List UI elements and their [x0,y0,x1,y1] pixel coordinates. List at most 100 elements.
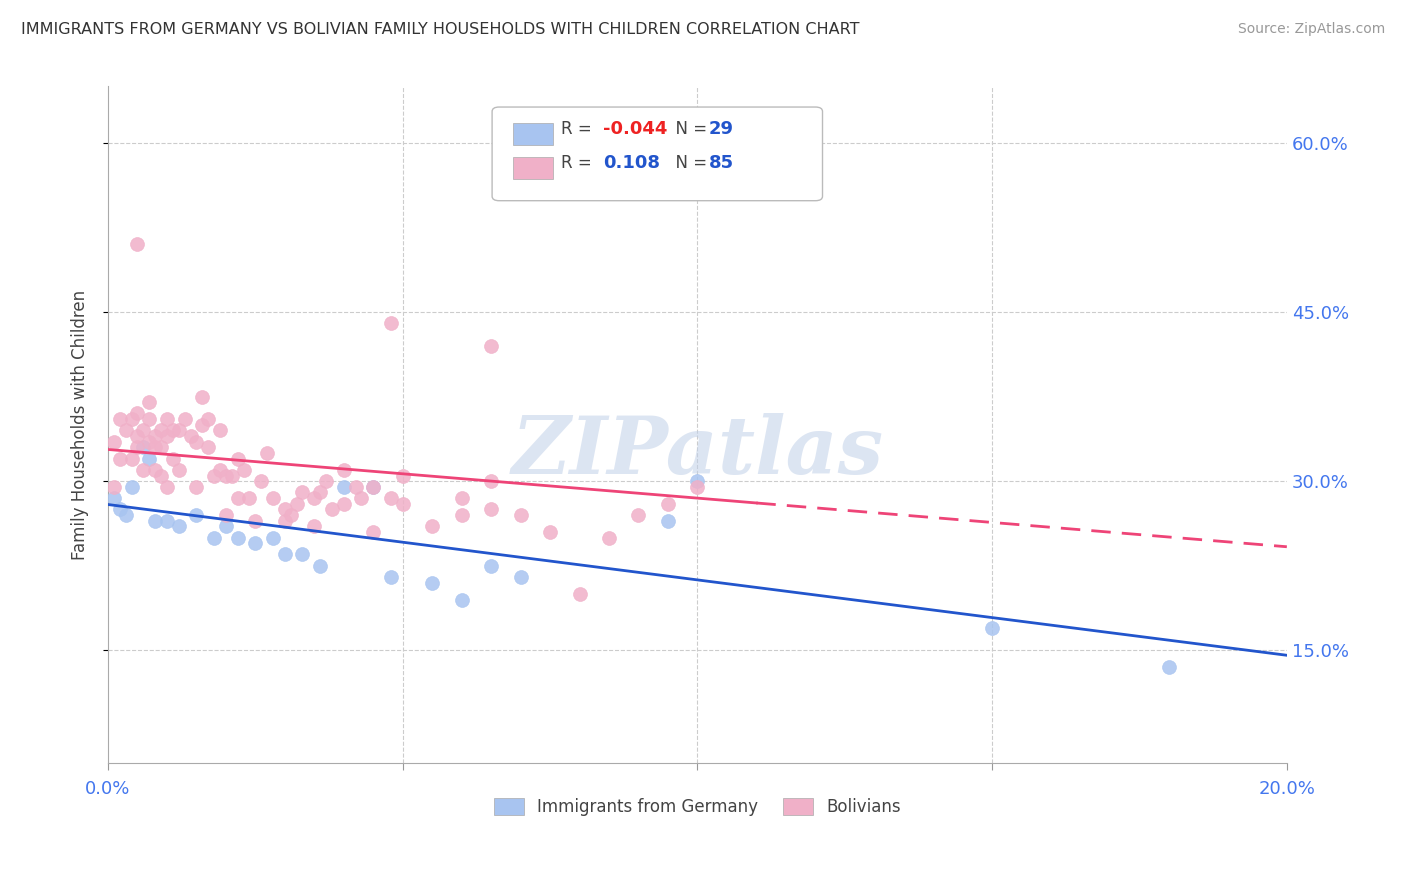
Point [215,519,238,533]
Text: N =: N = [665,120,713,138]
Point [167,463,190,477]
Point [657,497,679,511]
Point [108,451,131,466]
Text: 0.0%: 0.0% [86,780,131,797]
Point [108,502,131,516]
Point [132,423,155,437]
Point [509,508,531,522]
Point [202,531,225,545]
Point [450,491,472,505]
Point [304,491,326,505]
Point [450,508,472,522]
Point [138,412,160,426]
Point [127,237,149,252]
Point [191,417,214,432]
Point [186,434,208,449]
Point [150,468,173,483]
Point [686,474,709,488]
Point [1157,660,1180,674]
Point [291,548,314,562]
Point [380,316,402,330]
Text: 0.108: 0.108 [603,154,661,172]
Point [108,412,131,426]
Point [156,429,179,443]
Point [143,514,166,528]
Point [361,524,384,539]
Point [208,463,231,477]
Point [238,491,260,505]
Point [245,514,267,528]
Point [981,621,1004,635]
Point [138,451,160,466]
Point [127,407,149,421]
Point [121,480,143,494]
Point [197,412,219,426]
Point [568,587,591,601]
Point [156,412,179,426]
Point [208,423,231,437]
Point [380,491,402,505]
Point [332,497,354,511]
Point [179,429,201,443]
Point [143,440,166,454]
Point [745,181,768,195]
Point [361,480,384,494]
Point [315,474,337,488]
Point [143,429,166,443]
Point [162,451,184,466]
Point [332,480,354,494]
Text: 29: 29 [709,120,734,138]
Point [226,451,249,466]
Point [150,440,173,454]
Point [391,497,413,511]
Point [262,531,284,545]
Point [309,558,332,573]
Point [291,485,314,500]
Point [232,463,254,477]
Point [304,519,326,533]
Point [479,474,502,488]
Point [274,514,297,528]
Text: R =: R = [561,154,598,172]
Text: R =: R = [561,120,598,138]
Point [509,570,531,584]
Text: Source: ZipAtlas.com: Source: ZipAtlas.com [1237,22,1385,37]
Text: 85: 85 [709,154,734,172]
Legend: Immigrants from Germany, Bolivians: Immigrants from Germany, Bolivians [486,791,908,822]
Point [202,468,225,483]
Point [280,508,302,522]
Point [114,508,136,522]
Point [103,480,125,494]
Point [186,508,208,522]
Point [332,463,354,477]
Point [197,440,219,454]
Point [274,548,297,562]
Point [156,514,179,528]
Point [321,502,343,516]
Point [344,480,367,494]
Point [420,519,443,533]
Point [226,531,249,545]
Point [256,446,278,460]
Point [391,468,413,483]
Point [250,474,273,488]
Text: 20.0%: 20.0% [1258,780,1315,797]
Point [657,514,679,528]
Point [186,480,208,494]
Point [380,570,402,584]
Text: -0.044: -0.044 [603,120,668,138]
Point [479,502,502,516]
Text: IMMIGRANTS FROM GERMANY VS BOLIVIAN FAMILY HOUSEHOLDS WITH CHILDREN CORRELATION : IMMIGRANTS FROM GERMANY VS BOLIVIAN FAMI… [21,22,859,37]
Point [121,451,143,466]
Point [167,423,190,437]
Text: N =: N = [665,154,713,172]
Point [309,485,332,500]
Point [245,536,267,550]
Y-axis label: Family Households with Children: Family Households with Children [72,290,89,560]
Point [686,480,709,494]
Point [361,480,384,494]
Point [350,491,373,505]
Point [127,440,149,454]
Point [538,524,561,539]
Point [285,497,308,511]
